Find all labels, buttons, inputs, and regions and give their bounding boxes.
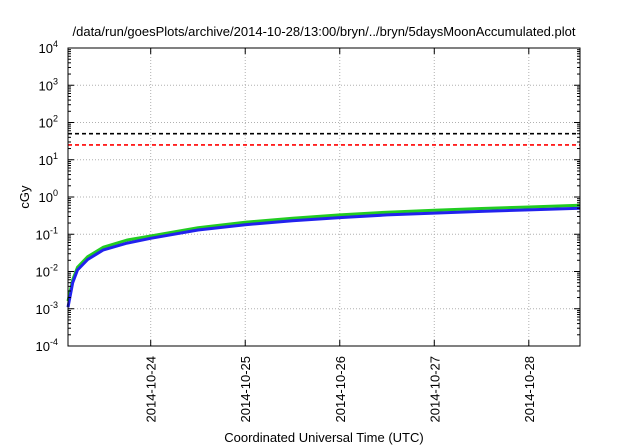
grid-lines [68, 48, 580, 346]
series-lines [66, 203, 581, 308]
x-tick-label: 2014-10-28 [522, 356, 537, 423]
y-tick-label: 104 [39, 39, 58, 56]
reference-lines [68, 132, 580, 146]
y-axis: 10-4 10-3 10-2 10-1 100 101 102 103 104 [36, 39, 580, 354]
x-axis: 2014-10-24 2014-10-25 2014-10-26 2014-10-27… [144, 48, 537, 423]
series-line [66, 203, 581, 302]
y-tick-label: 102 [39, 114, 58, 131]
y-axis-label: cGy [17, 185, 32, 209]
y-tick-label: 101 [39, 151, 58, 168]
x-tick-label: 2014-10-25 [238, 356, 253, 423]
y-tick-label: 103 [39, 76, 58, 93]
y-tick-label: 100 [39, 188, 58, 205]
y-tick-label: 10-1 [36, 225, 58, 242]
chart-title: /data/run/goesPlots/archive/2014-10-28/1… [73, 24, 576, 39]
x-tick-label: 2014-10-24 [144, 356, 159, 423]
x-tick-label: 2014-10-27 [427, 356, 442, 423]
y-tick-label: 10-2 [36, 263, 58, 280]
series-line [66, 206, 581, 308]
y-tick-label: 10-3 [36, 300, 58, 317]
x-axis-label: Coordinated Universal Time (UTC) [224, 430, 423, 445]
x-tick-label: 2014-10-26 [333, 356, 348, 423]
y-tick-label: 10-4 [36, 337, 58, 354]
